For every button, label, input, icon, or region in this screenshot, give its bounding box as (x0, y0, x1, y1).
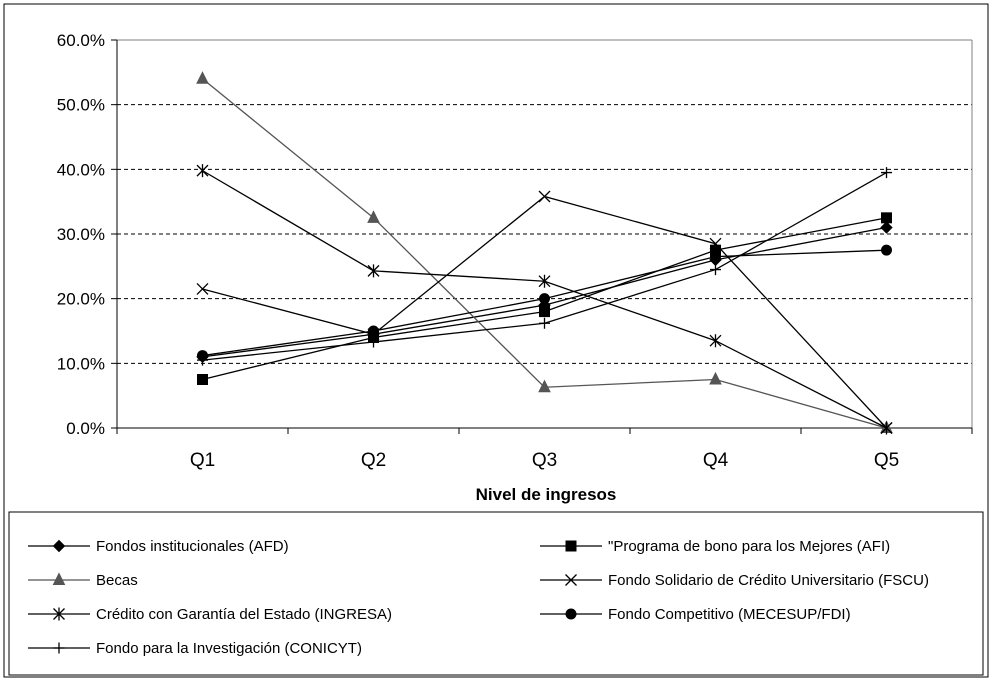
data-point (539, 306, 550, 318)
data-point (538, 379, 551, 393)
x-tick-label: Q1 (190, 450, 215, 471)
triangle-marker (538, 379, 551, 393)
circle-marker (710, 251, 721, 263)
legend-label: "Programa de bono para los Mejores (AFI) (608, 538, 890, 555)
x-tick-label: Q3 (532, 450, 557, 471)
legend-entry: Becas (28, 572, 138, 589)
triangle-marker (196, 71, 209, 84)
data-point (539, 293, 550, 305)
square-marker (881, 212, 892, 224)
data-point (538, 274, 551, 288)
legend-label: Fondo Competitivo (MECESUP/FDI) (608, 606, 851, 623)
series-2 (196, 71, 893, 433)
data-point (709, 371, 722, 385)
plus-marker (53, 642, 65, 654)
data-point (538, 190, 551, 203)
triangle-marker (52, 572, 66, 585)
legend-label: Fondo Solidario de Crédito Universitario… (608, 572, 929, 589)
legend-label: Fondo para la Investigación (CONICYT) (96, 640, 362, 657)
x-tick-label: Q2 (361, 450, 386, 471)
plus-marker (197, 354, 208, 366)
legend-label: Crédito con Garantía del Estado (INGRESA… (96, 606, 392, 623)
star-marker (367, 264, 380, 278)
data-point (367, 264, 380, 278)
data-point (880, 421, 893, 435)
data-point (367, 210, 380, 223)
legend-entry: Crédito con Garantía del Estado (INGRESA… (28, 606, 392, 623)
data-point (710, 244, 721, 256)
circle-marker (565, 608, 577, 620)
data-point (881, 212, 892, 224)
data-point (368, 336, 379, 348)
diamond-marker (880, 221, 893, 234)
y-tick-label: 30.0% (57, 225, 105, 244)
square-marker (539, 306, 550, 318)
legend-entry: Fondo para la Investigación (CONICYT) (28, 640, 362, 657)
series-4 (196, 164, 893, 435)
legend-entry: Fondo Solidario de Crédito Universitario… (540, 572, 929, 589)
x-marker (538, 190, 551, 203)
data-point (197, 354, 208, 366)
plus-marker (710, 264, 721, 276)
data-point (539, 317, 550, 329)
y-tick-label: 50.0% (57, 96, 105, 115)
axes (111, 39, 973, 434)
data-point (196, 283, 209, 295)
circle-marker (881, 244, 892, 256)
y-tick-label: 40.0% (57, 160, 105, 179)
data-point (881, 167, 892, 179)
x-marker (196, 283, 209, 295)
data-point (881, 244, 892, 256)
y-tick-label: 20.0% (57, 290, 105, 309)
series-5 (197, 244, 892, 362)
legend-box (8, 511, 984, 676)
series-lines (196, 71, 893, 435)
plus-marker (539, 317, 550, 329)
star-marker (709, 334, 722, 348)
legend-entry: Fondo Competitivo (MECESUP/FDI) (540, 606, 851, 623)
star-marker (538, 274, 551, 288)
x-marker (565, 574, 577, 586)
star-marker (53, 607, 65, 621)
y-tick-label: 60.0% (57, 31, 105, 50)
data-point (368, 325, 379, 337)
circle-marker (368, 325, 379, 337)
star-marker (196, 164, 209, 178)
data-point (196, 164, 209, 178)
x-marker (709, 237, 722, 250)
data-point (709, 334, 722, 348)
data-point (196, 71, 209, 84)
square-marker (710, 244, 721, 256)
star-marker (880, 421, 893, 435)
y-tick-label: 0.0% (66, 419, 105, 438)
square-marker (197, 374, 208, 385)
data-point (197, 374, 208, 385)
y-tick-label: 10.0% (57, 354, 105, 373)
x-tick-label: Q5 (874, 450, 899, 471)
legend-label: Fondos institucionales (AFD) (96, 538, 289, 555)
plus-marker (881, 167, 892, 179)
legend: Fondos institucionales (AFD) "Programa de… (28, 538, 929, 657)
diamond-marker (52, 539, 66, 553)
legend-entry: Fondos institucionales (AFD) (28, 538, 289, 555)
legend-entry: "Programa de bono para los Mejores (AFI) (540, 538, 890, 555)
series-6 (197, 167, 892, 366)
data-point (710, 264, 721, 276)
x-tick-label: Q4 (703, 450, 729, 471)
square-marker (565, 540, 577, 552)
tick-labels: 0.0% 10.0% 20.0% 30.0% 40.0% 50.0% 60.0% Q1 Q2 Q3… (57, 31, 899, 471)
circle-marker (539, 293, 550, 305)
data-point (709, 237, 722, 250)
triangle-marker (709, 371, 722, 385)
triangle-marker (367, 210, 380, 223)
data-point (880, 221, 893, 234)
x-axis-title: Nivel de ingresos (476, 485, 617, 504)
data-point (710, 251, 721, 263)
legend-label: Becas (96, 572, 138, 589)
plus-marker (368, 336, 379, 348)
